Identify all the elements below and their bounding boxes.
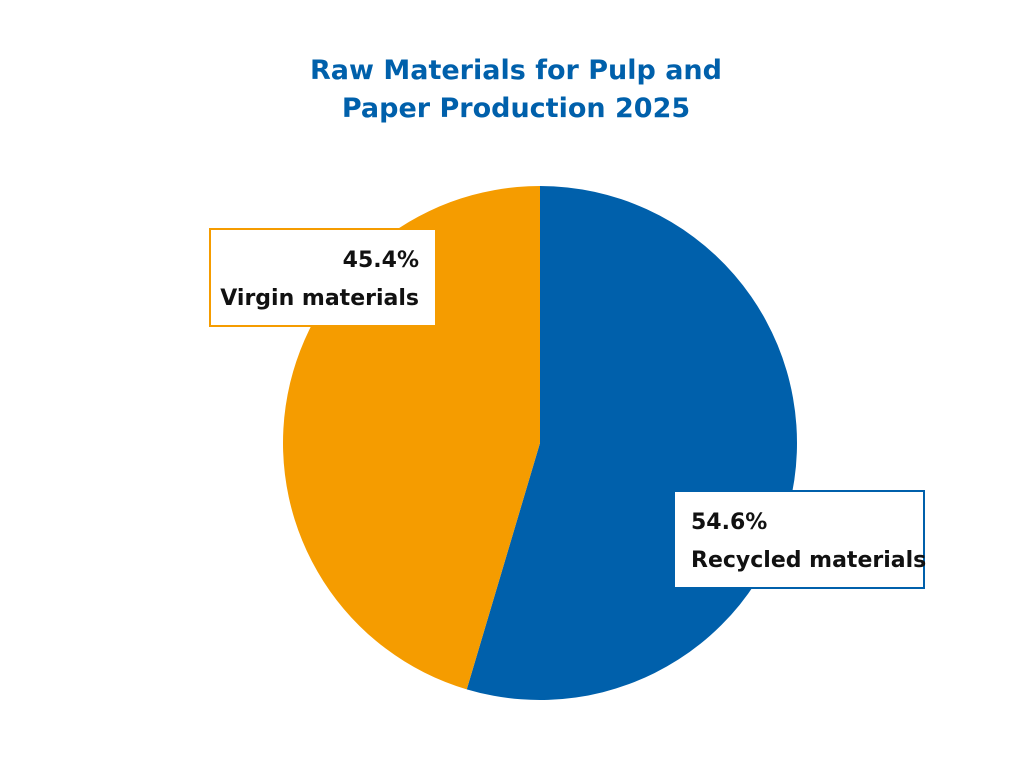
- chart-title: Raw Materials for Pulp and Paper Product…: [0, 52, 1032, 128]
- virgin-percent-label: 45.4%: [342, 248, 419, 273]
- virgin-name-label: Virgin materials: [220, 286, 419, 311]
- data-label-virgin-materials: 45.4% Virgin materials: [209, 228, 437, 327]
- chart-title-line-1: Raw Materials for Pulp and: [310, 55, 722, 86]
- recycled-percent-label: 54.6%: [691, 510, 768, 535]
- recycled-name-label: Recycled materials: [691, 548, 927, 573]
- chart-title-line-2: Paper Production 2025: [341, 93, 691, 124]
- data-label-recycled-materials: 54.6% Recycled materials: [673, 490, 927, 589]
